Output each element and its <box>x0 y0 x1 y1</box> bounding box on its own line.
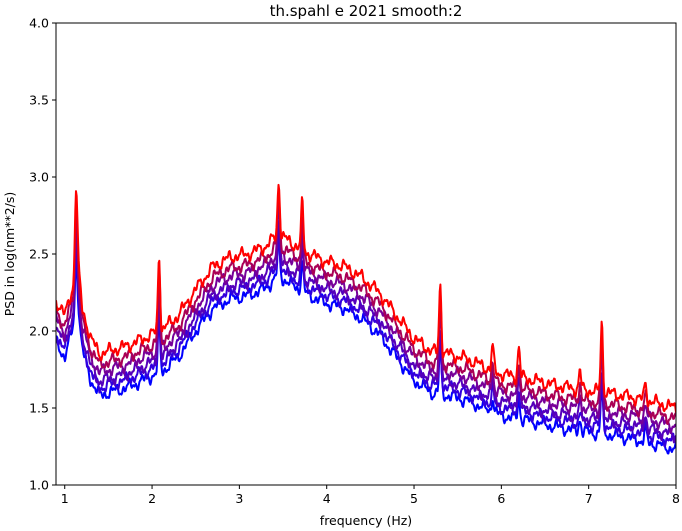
chart-title: th.spahl e 2021 smooth:2 <box>270 2 463 20</box>
y-tick-label: 4.0 <box>29 16 49 31</box>
x-tick-label: 2 <box>148 491 156 506</box>
plot-area <box>56 183 676 455</box>
x-tick-label: 3 <box>235 491 243 506</box>
x-tick-label: 6 <box>497 491 505 506</box>
y-tick-label: 2.0 <box>29 324 49 339</box>
x-axis-label: frequency (Hz) <box>320 513 412 528</box>
y-axis: 1.0 1.5 2.0 2.5 3.0 3.5 4.0 <box>29 16 56 493</box>
y-axis-label: PSD in log(nm**2/s) <box>2 192 17 317</box>
psd-series-line-6 <box>56 183 676 413</box>
psd-series-line-5 <box>56 195 676 425</box>
x-axis: 1 2 3 4 5 6 7 8 <box>61 485 680 506</box>
x-tick-label: 5 <box>410 491 418 506</box>
y-tick-label: 2.5 <box>29 247 49 262</box>
x-tick-label: 4 <box>323 491 331 506</box>
x-tick-label: 1 <box>61 491 69 506</box>
y-tick-label: 3.0 <box>29 170 49 185</box>
y-tick-label: 3.5 <box>29 93 49 108</box>
x-tick-label: 7 <box>585 491 593 506</box>
y-tick-label: 1.5 <box>29 401 49 416</box>
y-tick-label: 1.0 <box>29 478 49 493</box>
x-tick-label: 8 <box>672 491 680 506</box>
